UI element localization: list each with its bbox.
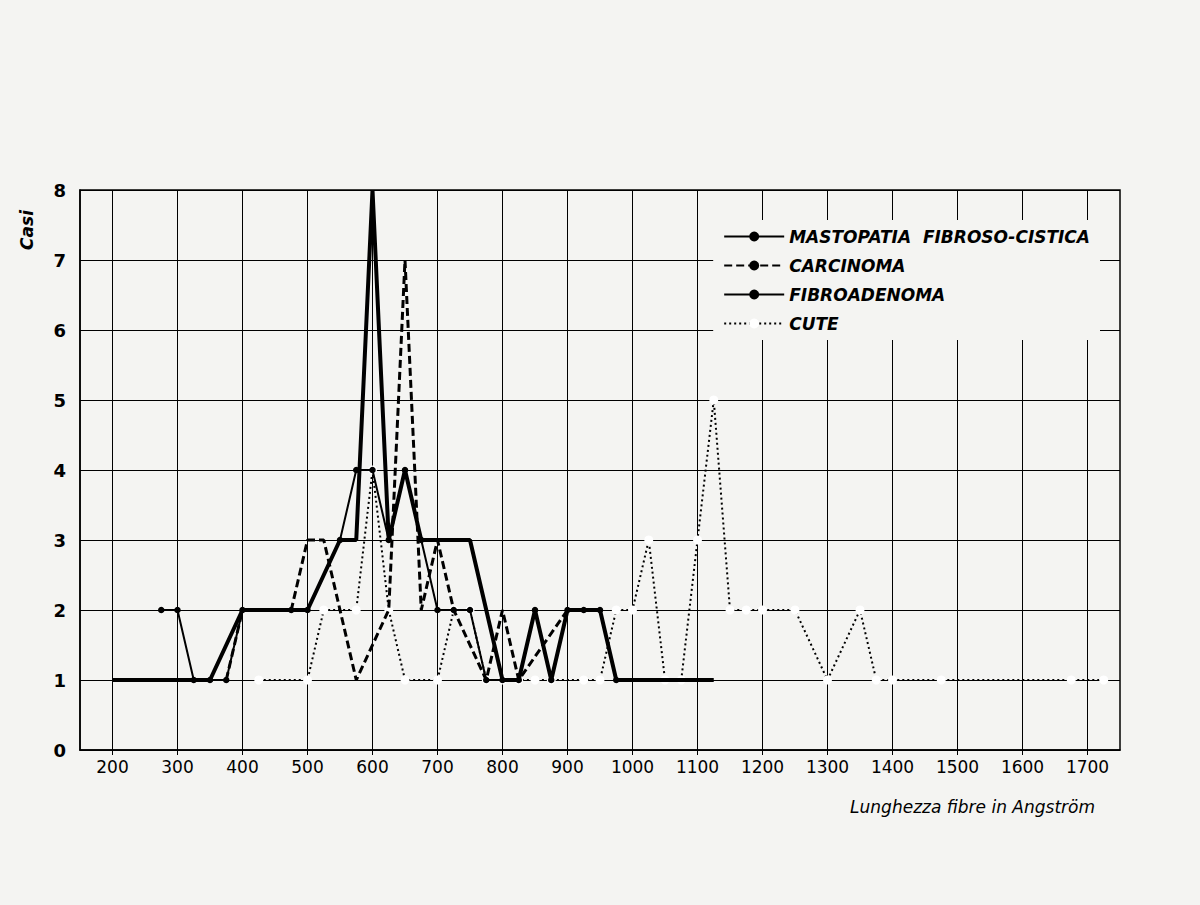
svg-text:1300: 1300 <box>806 757 849 777</box>
svg-text:800: 800 <box>486 757 518 777</box>
svg-text:900: 900 <box>551 757 583 777</box>
svg-text:2: 2 <box>53 600 66 621</box>
svg-text:Casi: Casi <box>17 209 37 250</box>
svg-text:1700: 1700 <box>1066 757 1109 777</box>
svg-text:200: 200 <box>96 757 128 777</box>
svg-text:MASTOPATIA FIBROSO-CISTICA: MASTOPATIA FIBROSO-CISTICA <box>789 227 1090 247</box>
svg-text:0: 0 <box>53 740 66 761</box>
svg-text:300: 300 <box>161 757 193 777</box>
svg-text:8: 8 <box>53 180 66 201</box>
svg-text:1000: 1000 <box>611 757 654 777</box>
svg-text:500: 500 <box>291 757 323 777</box>
svg-text:1600: 1600 <box>1001 757 1044 777</box>
svg-text:1100: 1100 <box>676 757 719 777</box>
svg-text:FIBROADENOMA: FIBROADENOMA <box>789 285 945 305</box>
svg-text:Lunghezza fibre in Angström: Lunghezza fibre in Angström <box>850 797 1095 817</box>
svg-text:4: 4 <box>53 460 66 481</box>
svg-text:1500: 1500 <box>936 757 979 777</box>
svg-text:1200: 1200 <box>741 757 784 777</box>
svg-text:400: 400 <box>226 757 258 777</box>
svg-text:CARCINOMA: CARCINOMA <box>789 256 905 276</box>
svg-text:1: 1 <box>53 670 66 691</box>
svg-text:7: 7 <box>53 250 66 271</box>
svg-text:700: 700 <box>421 757 453 777</box>
svg-text:1400: 1400 <box>871 757 914 777</box>
svg-text:CUTE: CUTE <box>789 314 839 334</box>
svg-text:3: 3 <box>53 530 66 551</box>
svg-text:5: 5 <box>53 390 66 411</box>
svg-text:600: 600 <box>356 757 388 777</box>
svg-text:6: 6 <box>53 320 66 341</box>
